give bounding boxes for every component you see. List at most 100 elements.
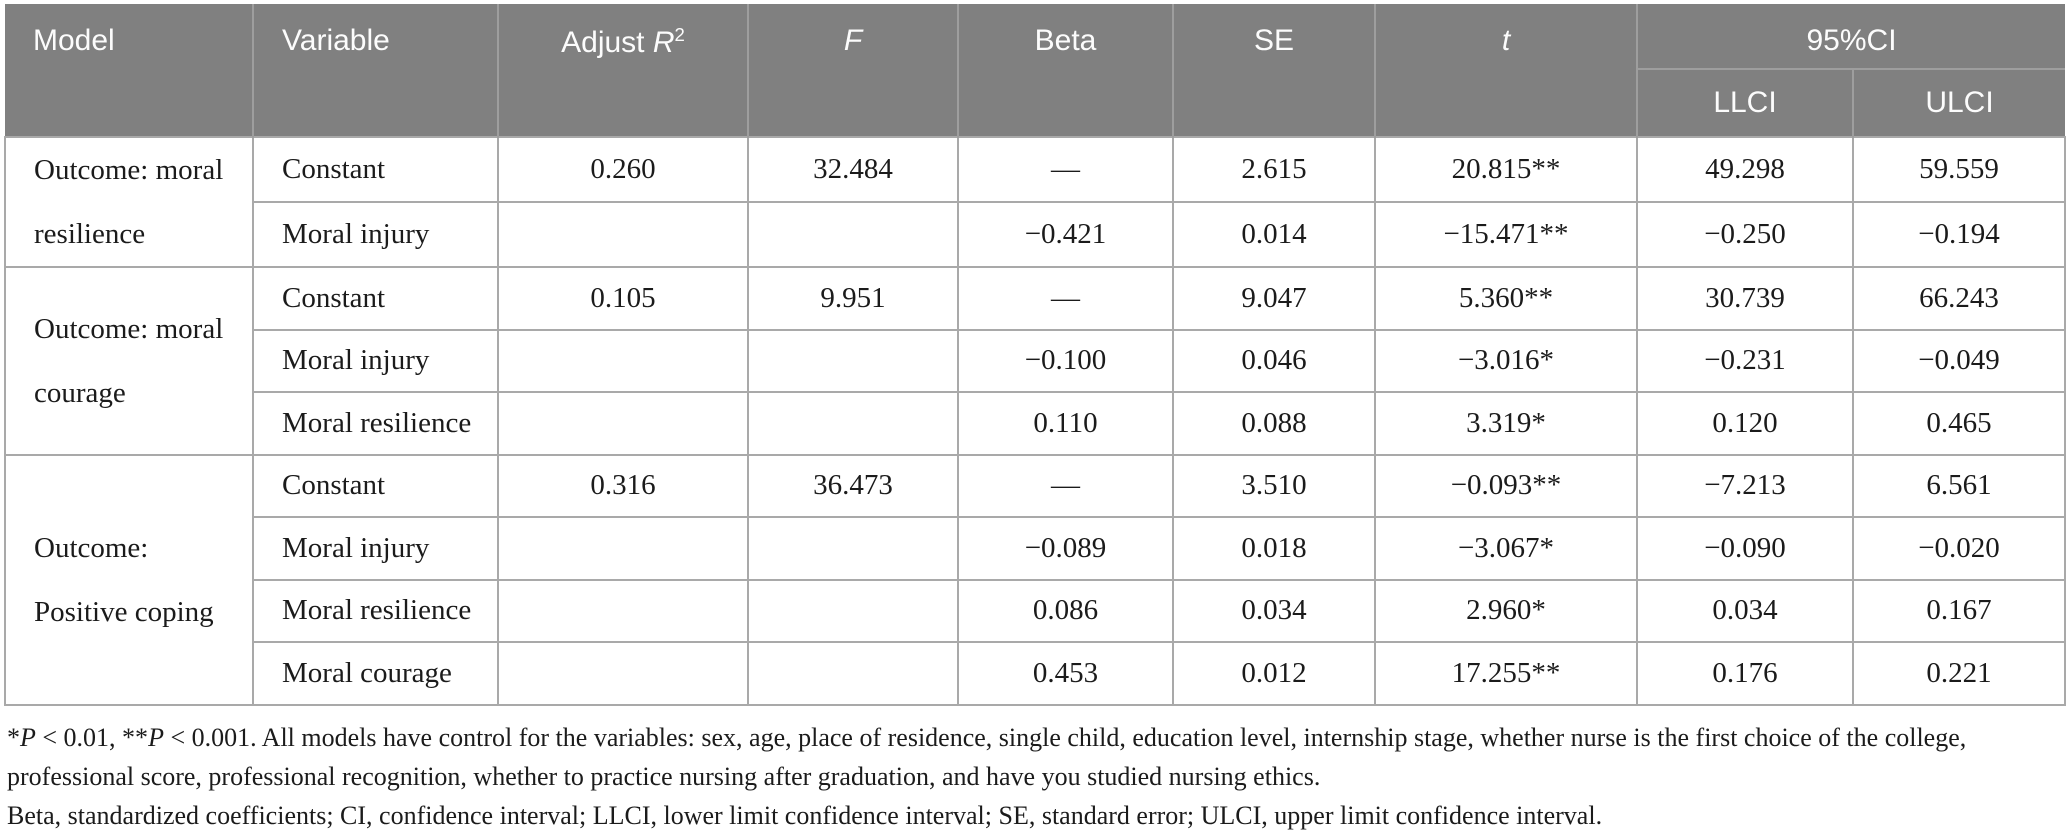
ulci-cell: 6.561 (1851, 453, 2067, 518)
significance-note: *P < 0.01, **P < 0.001. All models have … (7, 718, 2058, 796)
variable-cell: Constant (252, 136, 499, 203)
col-header-llci: LLCI (1636, 69, 1853, 137)
variable-cell: Constant (252, 453, 499, 518)
beta-cell: 0.453 (957, 641, 1174, 706)
beta-cell: — (957, 266, 1174, 331)
adjust-r2-cell: 0.105 (497, 266, 749, 331)
beta-cell: −0.089 (957, 516, 1174, 581)
f-cell (747, 328, 959, 393)
abbreviation-note: Beta, standardized coefficients; CI, con… (7, 800, 1603, 830)
col-header-adjust-r2: Adjust R2 (497, 4, 748, 137)
col-header-ulci: ULCI (1851, 69, 2066, 137)
regression-table: Model Variable Adjust R2 F Beta SE t 95%… (4, 4, 2067, 706)
f-cell (747, 641, 959, 706)
p-symbol: P (148, 722, 164, 752)
model-line: Outcome: (34, 531, 149, 564)
table-row: Outcome: moral resilience Constant 0.260… (4, 136, 2067, 268)
ulci-cell: −0.020 (1851, 516, 2067, 581)
model-line: Positive coping (34, 595, 214, 628)
beta-cell: 0.086 (957, 578, 1174, 643)
t-cell: −15.471** (1374, 201, 1638, 268)
note-text: < 0.001. All models have control for the… (7, 722, 1967, 791)
se-cell: 9.047 (1172, 266, 1376, 331)
model-line: Outcome: moral (34, 312, 224, 345)
col-header-variable: Variable (252, 4, 498, 137)
adjust-r2-prefix: Adjust (561, 26, 653, 59)
llci-cell: −0.231 (1636, 328, 1854, 393)
ulci-cell: 0.167 (1851, 578, 2067, 643)
beta-cell: 0.110 (957, 391, 1174, 456)
llci-cell: 0.176 (1636, 641, 1854, 706)
adjust-r2-cell: 0.260 (497, 136, 749, 203)
beta-cell: −0.100 (957, 328, 1174, 393)
model-cell: Outcome: moral resilience (4, 136, 254, 268)
llci-cell: 30.739 (1636, 266, 1854, 331)
adjust-r2-cell (497, 578, 749, 643)
ulci-cell: −0.049 (1851, 328, 2067, 393)
adjust-r2-cell (497, 391, 749, 456)
col-header-beta: Beta (957, 4, 1173, 137)
adjust-r2-cell: 0.316 (497, 453, 749, 518)
adjust-r2-cell (497, 201, 749, 268)
t-cell: 17.255** (1374, 641, 1638, 706)
note-text: < 0.01, ** (35, 722, 149, 752)
variable-cell: Moral injury (252, 328, 499, 393)
llci-cell: −7.213 (1636, 453, 1854, 518)
adjust-r2-cell (497, 516, 749, 581)
model-cell: Outcome: Positive coping (4, 453, 254, 706)
f-cell (747, 578, 959, 643)
se-cell: 0.012 (1172, 641, 1376, 706)
se-cell: 2.615 (1172, 136, 1376, 203)
ulci-cell: −0.194 (1851, 201, 2067, 268)
header-row-2: LLCI ULCI (5, 69, 2066, 137)
col-header-95ci: 95%CI (1635, 4, 2066, 70)
t-cell: 2.960* (1374, 578, 1638, 643)
se-cell: 0.046 (1172, 328, 1376, 393)
ulci-cell: 66.243 (1851, 266, 2067, 331)
llci-cell: 0.034 (1636, 578, 1854, 643)
ulci-cell: 0.465 (1851, 391, 2067, 456)
model-line: courage (34, 376, 126, 409)
t-cell: −3.067* (1374, 516, 1638, 581)
table-footnotes: *P < 0.01, **P < 0.001. All models have … (4, 706, 2064, 835)
f-cell (747, 201, 959, 268)
model-line: Outcome: moral (34, 154, 224, 186)
beta-cell: — (957, 453, 1174, 518)
table-row: Outcome: Positive coping Constant 0.316 … (4, 453, 2067, 706)
adjust-r2-symbol: R (652, 26, 675, 59)
t-cell: 20.815** (1374, 136, 1638, 203)
t-cell: 3.319* (1374, 391, 1638, 456)
adjust-r2-cell (497, 328, 749, 393)
p-symbol: P (20, 722, 36, 752)
f-cell: 32.484 (747, 136, 959, 203)
t-cell: −3.016* (1374, 328, 1638, 393)
llci-cell: 49.298 (1636, 136, 1854, 203)
col-header-model: Model (5, 4, 253, 137)
t-cell: 5.360** (1374, 266, 1638, 331)
variable-cell: Moral resilience (252, 391, 499, 456)
note-text: * (7, 722, 20, 752)
table-row: Moral resilience 0.110 0.088 3.319* 0.12… (5, 391, 2067, 456)
se-cell: 0.088 (1172, 391, 1376, 456)
beta-cell: — (957, 136, 1174, 203)
ulci-cell: 59.559 (1851, 136, 2067, 203)
se-cell: 3.510 (1172, 453, 1376, 518)
beta-cell: −0.421 (957, 201, 1174, 268)
se-cell: 0.018 (1172, 516, 1376, 581)
adjust-r2-sup: 2 (674, 24, 685, 45)
model-line: resilience (34, 218, 146, 250)
table-row: Moral injury −0.089 0.018 −3.067* −0.090… (5, 516, 2067, 581)
t-cell: −0.093** (1374, 453, 1638, 518)
llci-cell: −0.090 (1636, 516, 1854, 581)
table-header: Model Variable Adjust R2 F Beta SE t 95%… (5, 4, 2066, 137)
f-cell (747, 391, 959, 456)
table-body: Outcome: moral resilience Constant 0.260… (4, 136, 2067, 706)
adjust-r2-cell (497, 641, 749, 706)
variable-cell: Moral courage (252, 641, 499, 706)
se-cell: 0.034 (1172, 578, 1376, 643)
col-header-t: t (1374, 4, 1637, 137)
variable-cell: Moral resilience (252, 578, 499, 643)
table-row: Moral injury −0.100 0.046 −3.016* −0.231… (5, 328, 2067, 393)
f-cell: 36.473 (747, 453, 959, 518)
